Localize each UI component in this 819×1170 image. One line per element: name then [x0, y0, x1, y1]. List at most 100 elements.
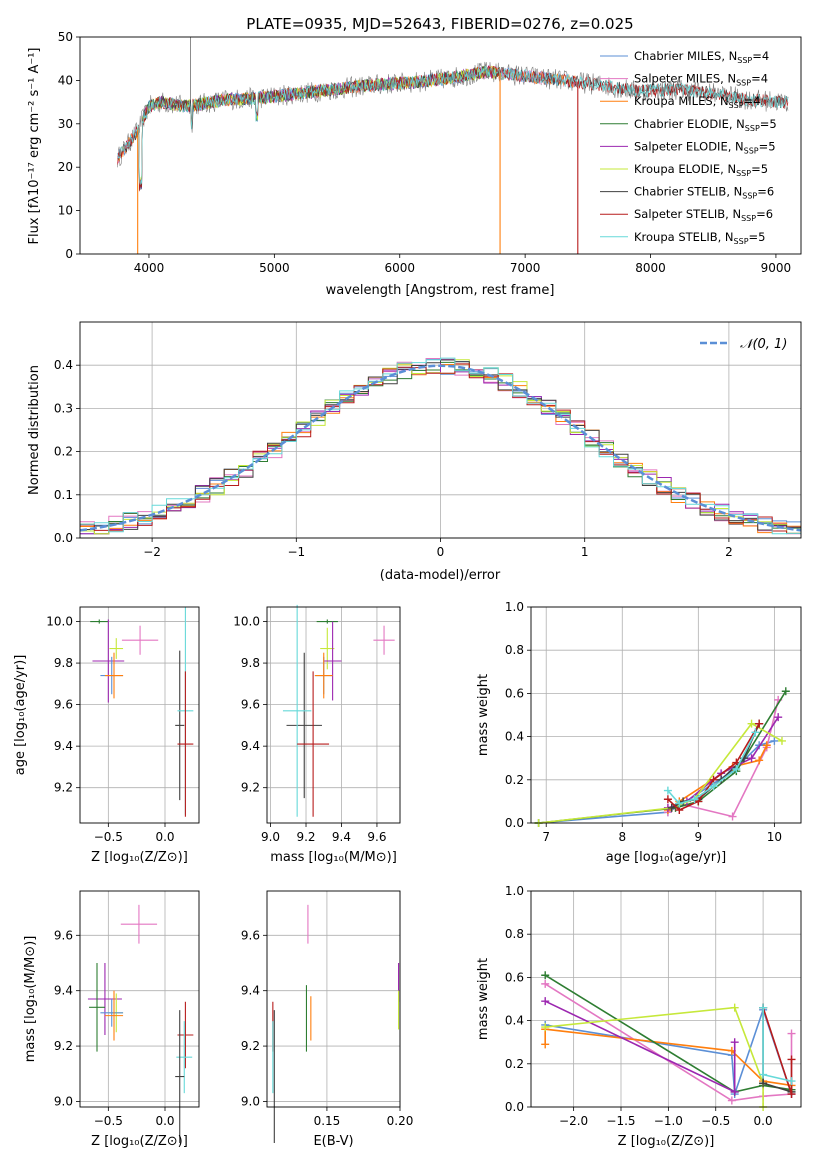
x-axis-label: age [log₁₀(age/yr)] [606, 850, 727, 865]
histogram-chabrier-stelib [80, 359, 801, 531]
x-tick-label: 0.0 [155, 830, 174, 844]
y-tick-label: 0.3 [54, 401, 73, 415]
x-tick-label: 2 [725, 545, 733, 559]
y-tick-label: 40 [58, 73, 73, 87]
y-tick-label: 0.4 [505, 1014, 524, 1028]
errorbar-salpeter-elodie [92, 619, 125, 703]
y-axis-label: mass weight [476, 674, 491, 756]
spectrum-panel: PLATE=0935, MJD=52643, FIBERID=0276, z=0… [27, 15, 802, 298]
mass-vs-ebv-panel: 0.15 0.20 9.0 9.2 9.4 9.6 E(B-V) [241, 890, 414, 1149]
x-tick-label: 7000 [510, 261, 541, 275]
y-axis-label: mass [log₁₀(M/M⊙)] [23, 936, 38, 1063]
series-kroupa-stelib [663, 728, 760, 808]
mass-vs-metallicity-panel: −0.5 0.0 9.0 9.2 9.4 9.6 Z [log₁₀(Z/Z⊙)] mass [… [23, 890, 200, 1149]
errorbar-chabrier-elodie [90, 619, 109, 624]
x-tick-label: −0.5 [94, 830, 123, 844]
series-point [663, 795, 672, 804]
y-tick-label: 9.4 [241, 984, 260, 998]
series-point [690, 795, 699, 804]
axes-frame [530, 890, 802, 1108]
y-tick-label: 9.6 [54, 928, 73, 942]
axes-frame [79, 36, 802, 255]
residuals-y-label: Normed distribution [27, 365, 42, 495]
x-tick-label: 1 [581, 545, 589, 559]
y-tick-label: 9.4 [54, 984, 73, 998]
series-point [751, 728, 760, 737]
y-axis-label: age [log₁₀(age/yr)] [13, 655, 28, 776]
y-axis-label: mass weight [476, 958, 491, 1040]
spectrum-plot-area [79, 36, 802, 255]
x-tick-label: 0.15 [314, 1114, 341, 1128]
series-point [787, 1055, 796, 1064]
series-point [728, 812, 737, 821]
y-tick-label: 9.2 [54, 781, 73, 795]
legend-label: Chabrier MILES, NSSP=4 [634, 49, 769, 65]
errorbar-kroupa-miles [314, 652, 333, 699]
series-point [730, 1003, 739, 1012]
axes-frame [530, 606, 802, 824]
x-axis-label: Z [log₁₀(Z/Z⊙)] [91, 1134, 188, 1149]
x-tick-label: 5000 [259, 261, 290, 275]
errorbar-kroupa-stelib [176, 1021, 193, 1094]
x-tick-label: −0.5 [701, 1114, 730, 1128]
errorbar-chabrier-miles [100, 999, 124, 1027]
weight-vs-metallicity-panel: −2.0 −1.5 −1.0 −0.5 0.0 0.0 0.2 0.4 0.6 0.8 1.0 Z [… [476, 884, 802, 1149]
x-tick-label: 9.6 [367, 830, 386, 844]
series-point [541, 971, 550, 980]
errorbar-salpeter-stelib [297, 671, 330, 817]
y-tick-label: 10 [58, 204, 73, 218]
spectrum-line-kroupa-stelib [117, 65, 789, 185]
y-tick-label: 1.0 [505, 600, 524, 614]
y-tick-label: 0.1 [54, 488, 73, 502]
spectrum-legend: Chabrier MILES, NSSP=4 Salpeter MILES, NS… [600, 49, 777, 246]
legend-label: Chabrier ELODIE, NSSP=5 [634, 117, 777, 133]
axes-frame [79, 606, 200, 824]
y-tick-label: 0.6 [505, 686, 524, 700]
series-point [781, 687, 790, 696]
residuals-plot-area [79, 321, 802, 539]
y-tick-label: 9.6 [241, 698, 260, 712]
y-tick-label: 1.0 [505, 884, 524, 898]
errorbar-kroupa-elodie [320, 627, 335, 670]
x-tick-label: 0.0 [155, 1114, 174, 1128]
y-tick-label: 0.8 [505, 643, 524, 657]
x-tick-label: 0.20 [387, 1114, 414, 1128]
y-tick-label: 0.8 [505, 927, 524, 941]
errorbar-chabrier-stelib [175, 1010, 185, 1143]
errorbar-salpeter-miles [120, 904, 158, 944]
x-tick-label: 10 [767, 830, 782, 844]
series-line [667, 731, 757, 805]
series-line [545, 1006, 764, 1107]
series-point [770, 736, 779, 745]
series-point [667, 803, 676, 812]
x-tick-label: 7 [542, 830, 550, 844]
series-point [730, 1038, 739, 1047]
y-tick-label: 0.4 [505, 730, 524, 744]
series-point [759, 1003, 768, 1012]
y-tick-label: 0.0 [54, 531, 73, 545]
spectrum-title: PLATE=0935, MJD=52643, FIBERID=0276, z=0… [246, 15, 633, 33]
y-tick-label: 0.2 [505, 773, 524, 787]
x-tick-label: 9.4 [332, 830, 351, 844]
gaussian-legend-label: 𝒩(0, 1) [740, 337, 787, 352]
y-tick-label: 9.2 [54, 1039, 73, 1053]
series-point [787, 1077, 796, 1086]
y-tick-label: 0.6 [505, 970, 524, 984]
errorbar-kroupa-stelib [282, 604, 312, 817]
series-point [787, 1090, 796, 1099]
series-point [755, 719, 764, 728]
x-tick-label: −2 [143, 545, 161, 559]
x-tick-label: 8000 [635, 261, 666, 275]
x-tick-label: −0.5 [94, 1114, 123, 1128]
series-point [709, 782, 718, 791]
legend-label: Kroupa MILES, NSSP=4 [634, 94, 760, 110]
legend-label: Salpeter MILES, NSSP=4 [634, 72, 768, 88]
residuals-panel: −2 −1 0 1 2 0.0 0.1 0.2 0.3 0.4 (data-model)/err… [27, 321, 802, 583]
legend-label: Kroupa ELODIE, NSSP=5 [634, 162, 768, 178]
x-axis-label: E(B-V) [313, 1134, 353, 1149]
series-point [774, 713, 783, 722]
errorbar-chabrier-elodie [89, 963, 105, 1052]
x-tick-label: 0 [437, 545, 445, 559]
errorbar-chabrier-stelib [286, 652, 322, 799]
